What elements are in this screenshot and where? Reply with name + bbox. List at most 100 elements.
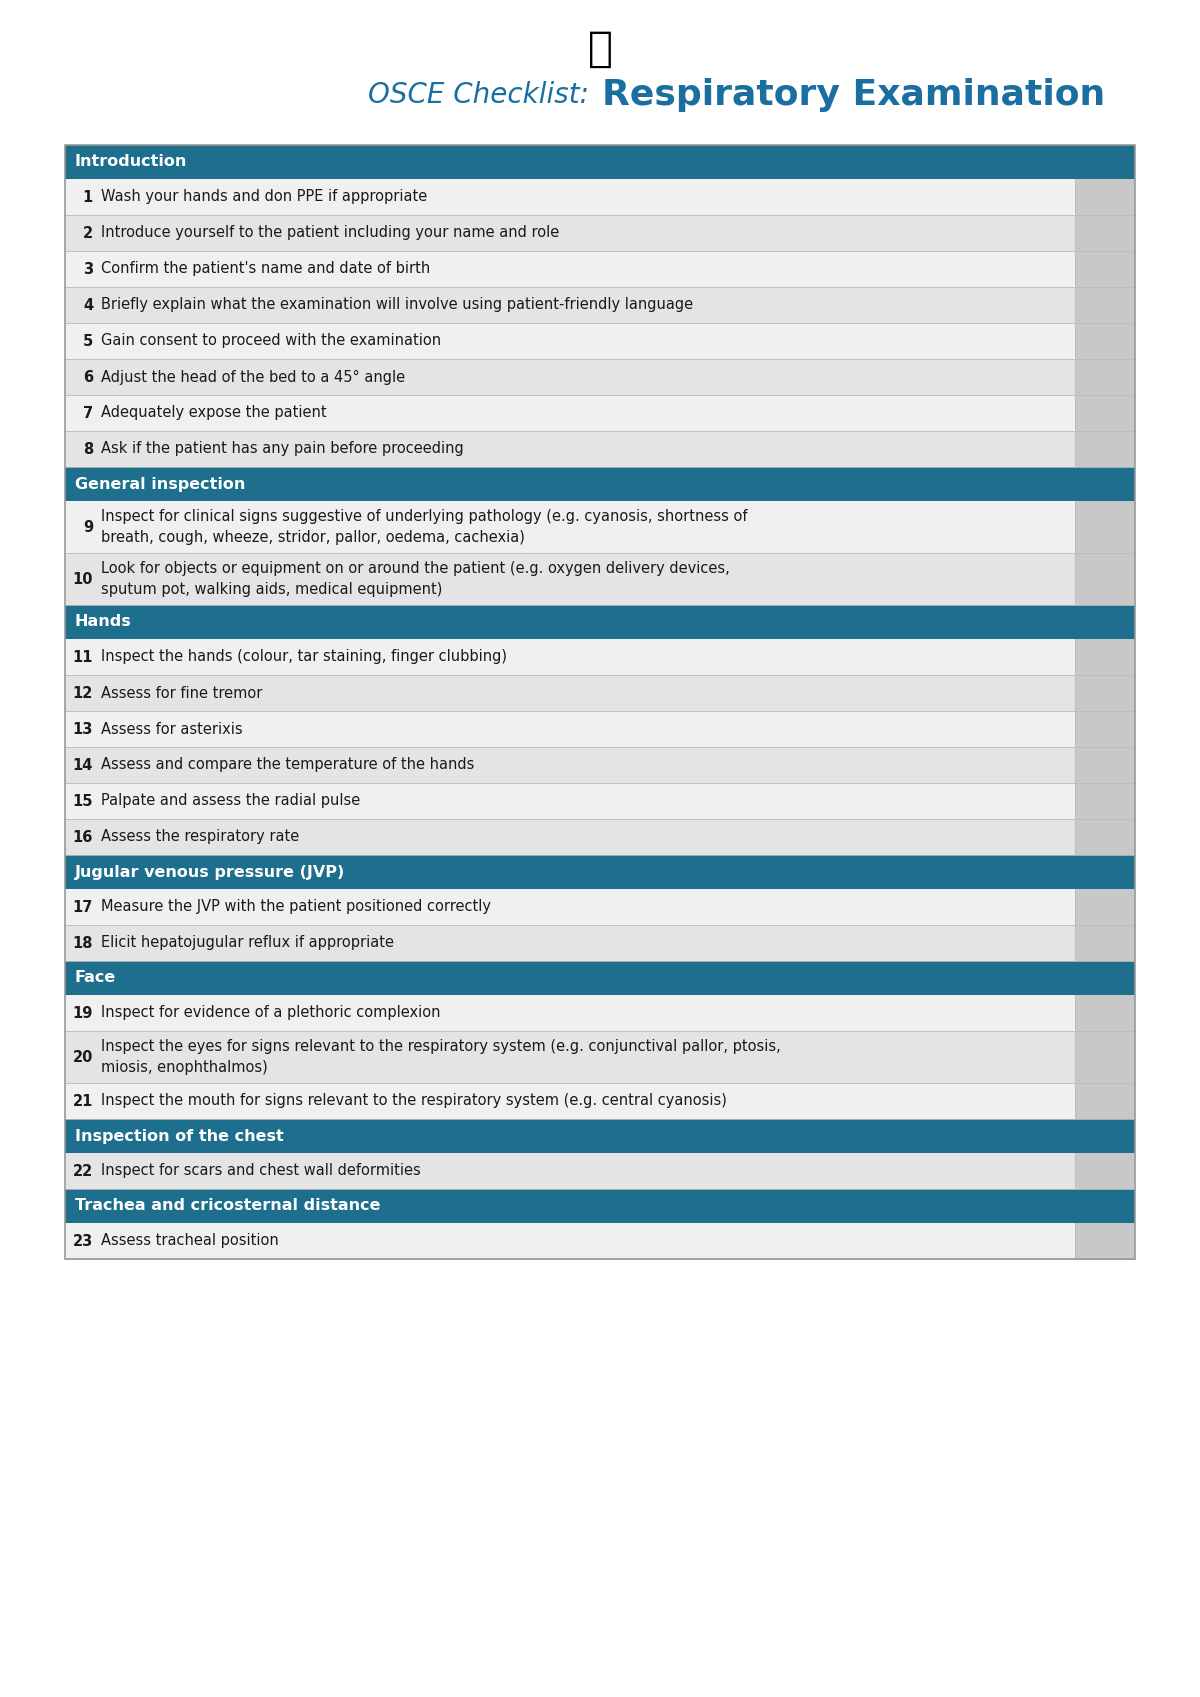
Text: 🧠: 🧠 bbox=[588, 27, 612, 70]
Text: Introduction: Introduction bbox=[74, 154, 187, 170]
Bar bbox=[65, 1224, 1075, 1259]
Bar bbox=[1075, 1152, 1135, 1190]
Text: OSCE Checklist:: OSCE Checklist: bbox=[368, 81, 598, 109]
Bar bbox=[65, 251, 1075, 287]
Text: Briefly explain what the examination will involve using patient-friendly languag: Briefly explain what the examination wil… bbox=[101, 297, 694, 312]
Bar bbox=[65, 675, 1075, 711]
Bar bbox=[1075, 178, 1135, 216]
Text: 2: 2 bbox=[83, 226, 94, 241]
Text: Inspection of the chest: Inspection of the chest bbox=[74, 1129, 283, 1144]
Text: Jugular venous pressure (JVP): Jugular venous pressure (JVP) bbox=[74, 864, 346, 879]
Bar bbox=[1075, 553, 1135, 606]
Text: 5: 5 bbox=[83, 334, 94, 348]
Bar bbox=[65, 994, 1075, 1032]
Text: 13: 13 bbox=[73, 721, 94, 736]
Bar bbox=[65, 287, 1075, 322]
Bar bbox=[1075, 431, 1135, 467]
Text: Hands: Hands bbox=[74, 614, 132, 630]
Text: Ask if the patient has any pain before proceeding: Ask if the patient has any pain before p… bbox=[101, 441, 463, 456]
Bar bbox=[65, 747, 1075, 782]
Bar bbox=[1075, 395, 1135, 431]
Bar bbox=[65, 855, 1135, 889]
Bar bbox=[1075, 820, 1135, 855]
Text: Inspect the mouth for signs relevant to the respiratory system (e.g. central cya: Inspect the mouth for signs relevant to … bbox=[101, 1093, 727, 1108]
Text: 1: 1 bbox=[83, 190, 94, 205]
Bar bbox=[1075, 640, 1135, 675]
Bar bbox=[65, 395, 1075, 431]
Text: Assess tracheal position: Assess tracheal position bbox=[101, 1234, 278, 1249]
Bar bbox=[65, 1032, 1075, 1083]
Bar bbox=[65, 501, 1075, 553]
Text: 23: 23 bbox=[73, 1234, 94, 1249]
Text: 22: 22 bbox=[73, 1164, 94, 1178]
Bar bbox=[65, 889, 1075, 925]
Bar bbox=[65, 925, 1075, 961]
Text: Face: Face bbox=[74, 971, 116, 986]
Bar bbox=[65, 1083, 1075, 1118]
Bar bbox=[1075, 322, 1135, 360]
Text: Inspect the eyes for signs relevant to the respiratory system (e.g. conjunctival: Inspect the eyes for signs relevant to t… bbox=[101, 1039, 781, 1074]
Text: Look for objects or equipment on or around the patient (e.g. oxygen delivery dev: Look for objects or equipment on or arou… bbox=[101, 562, 730, 597]
Bar bbox=[65, 431, 1075, 467]
Bar bbox=[65, 1190, 1135, 1224]
Text: Assess for asterixis: Assess for asterixis bbox=[101, 721, 242, 736]
Text: Assess the respiratory rate: Assess the respiratory rate bbox=[101, 830, 299, 845]
Text: 12: 12 bbox=[73, 686, 94, 701]
Text: Measure the JVP with the patient positioned correctly: Measure the JVP with the patient positio… bbox=[101, 899, 491, 915]
Text: Adjust the head of the bed to a 45° angle: Adjust the head of the bed to a 45° angl… bbox=[101, 370, 406, 385]
Bar bbox=[65, 961, 1135, 994]
Text: Wash your hands and don PPE if appropriate: Wash your hands and don PPE if appropria… bbox=[101, 190, 427, 205]
Text: Inspect the hands (colour, tar staining, finger clubbing): Inspect the hands (colour, tar staining,… bbox=[101, 650, 508, 665]
Bar bbox=[1075, 251, 1135, 287]
Bar bbox=[65, 640, 1075, 675]
Bar bbox=[1075, 501, 1135, 553]
Bar bbox=[65, 216, 1075, 251]
Text: 19: 19 bbox=[73, 1006, 94, 1020]
Text: 21: 21 bbox=[73, 1093, 94, 1108]
Text: Inspect for evidence of a plethoric complexion: Inspect for evidence of a plethoric comp… bbox=[101, 1006, 440, 1020]
Bar bbox=[65, 467, 1135, 501]
Bar bbox=[65, 820, 1075, 855]
Text: Elicit hepatojugular reflux if appropriate: Elicit hepatojugular reflux if appropria… bbox=[101, 935, 394, 950]
Text: 9: 9 bbox=[83, 519, 94, 535]
Text: 11: 11 bbox=[72, 650, 94, 665]
Bar bbox=[65, 144, 1135, 1259]
Bar bbox=[1075, 994, 1135, 1032]
Text: Palpate and assess the radial pulse: Palpate and assess the radial pulse bbox=[101, 794, 360, 808]
Bar bbox=[1075, 711, 1135, 747]
Text: Assess and compare the temperature of the hands: Assess and compare the temperature of th… bbox=[101, 757, 474, 772]
Text: Confirm the patient's name and date of birth: Confirm the patient's name and date of b… bbox=[101, 261, 431, 277]
Bar bbox=[65, 711, 1075, 747]
Bar bbox=[1075, 782, 1135, 820]
Bar bbox=[1075, 360, 1135, 395]
Bar bbox=[1075, 747, 1135, 782]
Bar bbox=[65, 606, 1135, 640]
Bar bbox=[1075, 216, 1135, 251]
Bar bbox=[1075, 1224, 1135, 1259]
Bar bbox=[1075, 287, 1135, 322]
Bar bbox=[65, 144, 1135, 178]
Bar bbox=[65, 322, 1075, 360]
Text: Respiratory Examination: Respiratory Examination bbox=[602, 78, 1105, 112]
Text: Assess for fine tremor: Assess for fine tremor bbox=[101, 686, 263, 701]
Bar bbox=[65, 782, 1075, 820]
Text: 6: 6 bbox=[83, 370, 94, 385]
Text: Inspect for clinical signs suggestive of underlying pathology (e.g. cyanosis, sh: Inspect for clinical signs suggestive of… bbox=[101, 509, 748, 545]
Text: 18: 18 bbox=[72, 935, 94, 950]
Text: Trachea and cricosternal distance: Trachea and cricosternal distance bbox=[74, 1198, 380, 1213]
Text: Inspect for scars and chest wall deformities: Inspect for scars and chest wall deformi… bbox=[101, 1164, 421, 1178]
Text: Gain consent to proceed with the examination: Gain consent to proceed with the examina… bbox=[101, 334, 442, 348]
Bar bbox=[1075, 1083, 1135, 1118]
Bar bbox=[1075, 1032, 1135, 1083]
Text: 4: 4 bbox=[83, 297, 94, 312]
Bar bbox=[65, 360, 1075, 395]
Bar bbox=[65, 1118, 1135, 1152]
Text: 10: 10 bbox=[72, 572, 94, 587]
Text: 16: 16 bbox=[73, 830, 94, 845]
Text: Introduce yourself to the patient including your name and role: Introduce yourself to the patient includ… bbox=[101, 226, 559, 241]
Bar bbox=[65, 553, 1075, 606]
Bar bbox=[1075, 889, 1135, 925]
Text: 20: 20 bbox=[73, 1049, 94, 1064]
Text: 8: 8 bbox=[83, 441, 94, 456]
Text: 14: 14 bbox=[73, 757, 94, 772]
